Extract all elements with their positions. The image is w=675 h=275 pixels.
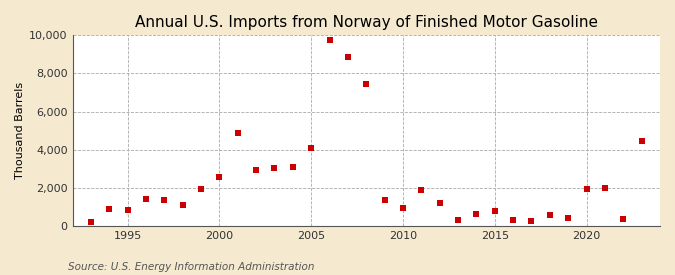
Point	[508, 218, 518, 222]
Point	[159, 198, 169, 202]
Point	[563, 216, 574, 221]
Point	[288, 165, 298, 169]
Y-axis label: Thousand Barrels: Thousand Barrels	[15, 82, 25, 179]
Point	[599, 186, 610, 190]
Point	[306, 145, 317, 150]
Point	[342, 55, 353, 59]
Point	[250, 167, 261, 172]
Point	[398, 206, 408, 210]
Point	[86, 220, 97, 224]
Point	[269, 166, 280, 170]
Point	[232, 130, 243, 135]
Point	[453, 218, 464, 222]
Point	[471, 211, 482, 216]
Point	[178, 203, 188, 207]
Point	[379, 198, 390, 202]
Point	[196, 186, 207, 191]
Point	[324, 38, 335, 42]
Point	[618, 217, 628, 221]
Point	[361, 82, 372, 86]
Point	[104, 207, 115, 211]
Point	[526, 219, 537, 223]
Point	[545, 213, 556, 218]
Point	[581, 186, 592, 191]
Point	[122, 208, 133, 212]
Point	[140, 197, 151, 201]
Point	[637, 139, 647, 143]
Title: Annual U.S. Imports from Norway of Finished Motor Gasoline: Annual U.S. Imports from Norway of Finis…	[135, 15, 598, 30]
Text: Source: U.S. Energy Information Administration: Source: U.S. Energy Information Administ…	[68, 262, 314, 272]
Point	[489, 208, 500, 213]
Point	[416, 188, 427, 192]
Point	[434, 201, 445, 205]
Point	[214, 175, 225, 180]
